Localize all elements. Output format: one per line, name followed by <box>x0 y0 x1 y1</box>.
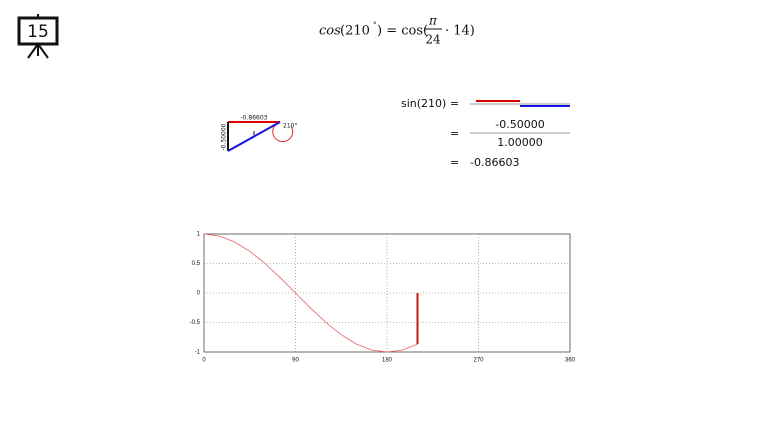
slide-number: 15 <box>27 22 49 42</box>
y-tick-label: -1 <box>195 350 201 356</box>
x-tick-label: 360 <box>565 358 576 364</box>
equals: = <box>450 127 459 140</box>
formula-denominator: 24 <box>425 33 441 47</box>
formula-numerator: π <box>428 14 438 28</box>
formula-arg: (210 <box>340 24 370 39</box>
formula-func: cos <box>319 24 341 39</box>
formula-tail: · 14) <box>445 24 475 39</box>
formula-degree: ° <box>373 21 377 29</box>
y-tick-label: 0.5 <box>192 261 201 267</box>
equals: = <box>450 156 459 169</box>
formula-mid: ) = cos( <box>377 24 428 39</box>
y-tick-label: -0.5 <box>190 320 201 326</box>
y-tick-label: 0 <box>197 291 201 297</box>
x-tick-label: 180 <box>382 358 393 364</box>
triangle <box>227 121 294 152</box>
slide-icon <box>17 14 59 59</box>
angle-label: 210° <box>283 123 297 130</box>
x-tick-label: 0 <box>202 358 206 364</box>
x-tick-label: 90 <box>292 358 299 364</box>
y-tick-label: 1 <box>197 232 201 238</box>
ratio-result: -0.86603 <box>470 156 519 169</box>
ratio-lhs: sin(210) = <box>401 97 459 110</box>
opposite-label: -0.50000 <box>221 123 228 150</box>
x-tick-label: 270 <box>473 358 484 364</box>
curve <box>203 233 418 353</box>
ratio-numerator: -0.50000 <box>495 118 544 131</box>
adjacent-label: -0.86603 <box>241 115 268 122</box>
ratio-denominator: 1.00000 <box>497 136 543 149</box>
